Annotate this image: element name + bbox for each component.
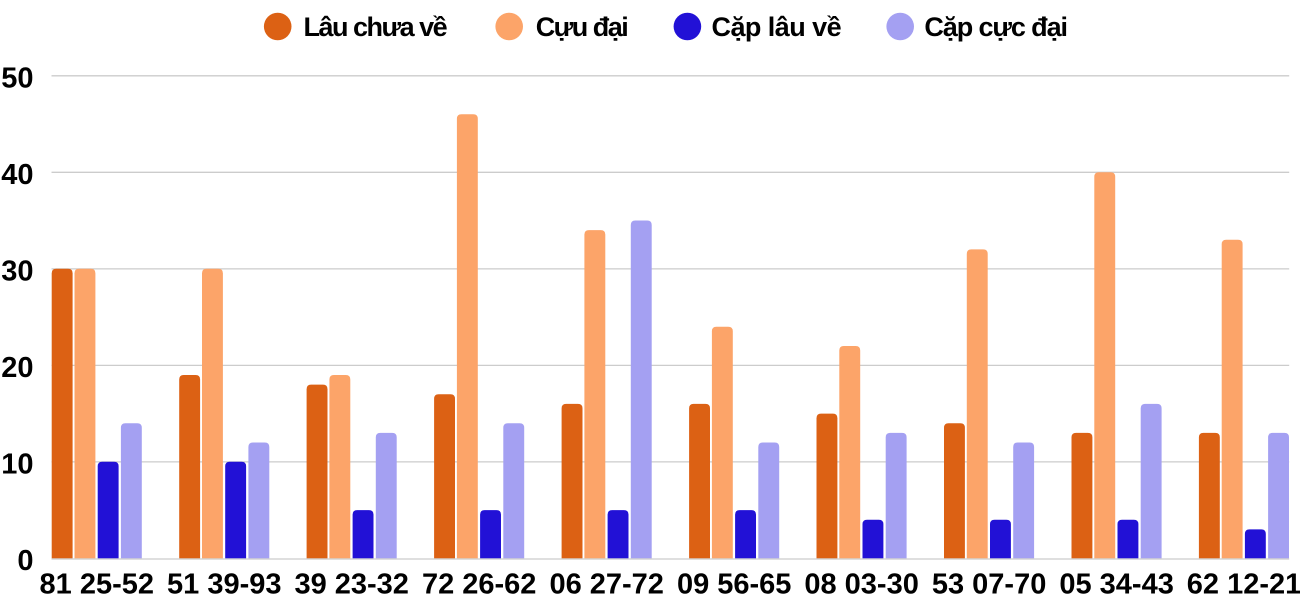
svg-text:08 03-30: 08 03-30 bbox=[804, 569, 919, 601]
svg-text:50: 50 bbox=[1, 62, 33, 94]
svg-text:06 27-72: 06 27-72 bbox=[549, 569, 664, 601]
svg-text:53 07-70: 53 07-70 bbox=[932, 569, 1047, 601]
svg-text:30: 30 bbox=[1, 255, 33, 287]
svg-text:40: 40 bbox=[1, 159, 33, 191]
svg-text:81 25-52: 81 25-52 bbox=[40, 569, 155, 601]
svg-text:10: 10 bbox=[1, 448, 33, 480]
svg-text:51 39-93: 51 39-93 bbox=[167, 569, 282, 601]
svg-text:Lâu chưa về: Lâu chưa về bbox=[304, 12, 448, 42]
svg-text:62 12-21: 62 12-21 bbox=[1187, 569, 1300, 601]
svg-text:Cặp cực đại: Cặp cực đại bbox=[924, 12, 1067, 42]
svg-text:Cặp lâu về: Cặp lâu về bbox=[712, 12, 842, 42]
svg-text:05 34-43: 05 34-43 bbox=[1059, 569, 1174, 601]
svg-text:20: 20 bbox=[1, 352, 33, 384]
svg-text:39 23-32: 39 23-32 bbox=[294, 569, 409, 601]
svg-text:0: 0 bbox=[17, 545, 33, 577]
svg-text:09 56-65: 09 56-65 bbox=[677, 569, 792, 601]
svg-text:72 26-62: 72 26-62 bbox=[422, 569, 537, 601]
svg-text:Cựu đại: Cựu đại bbox=[536, 12, 628, 42]
